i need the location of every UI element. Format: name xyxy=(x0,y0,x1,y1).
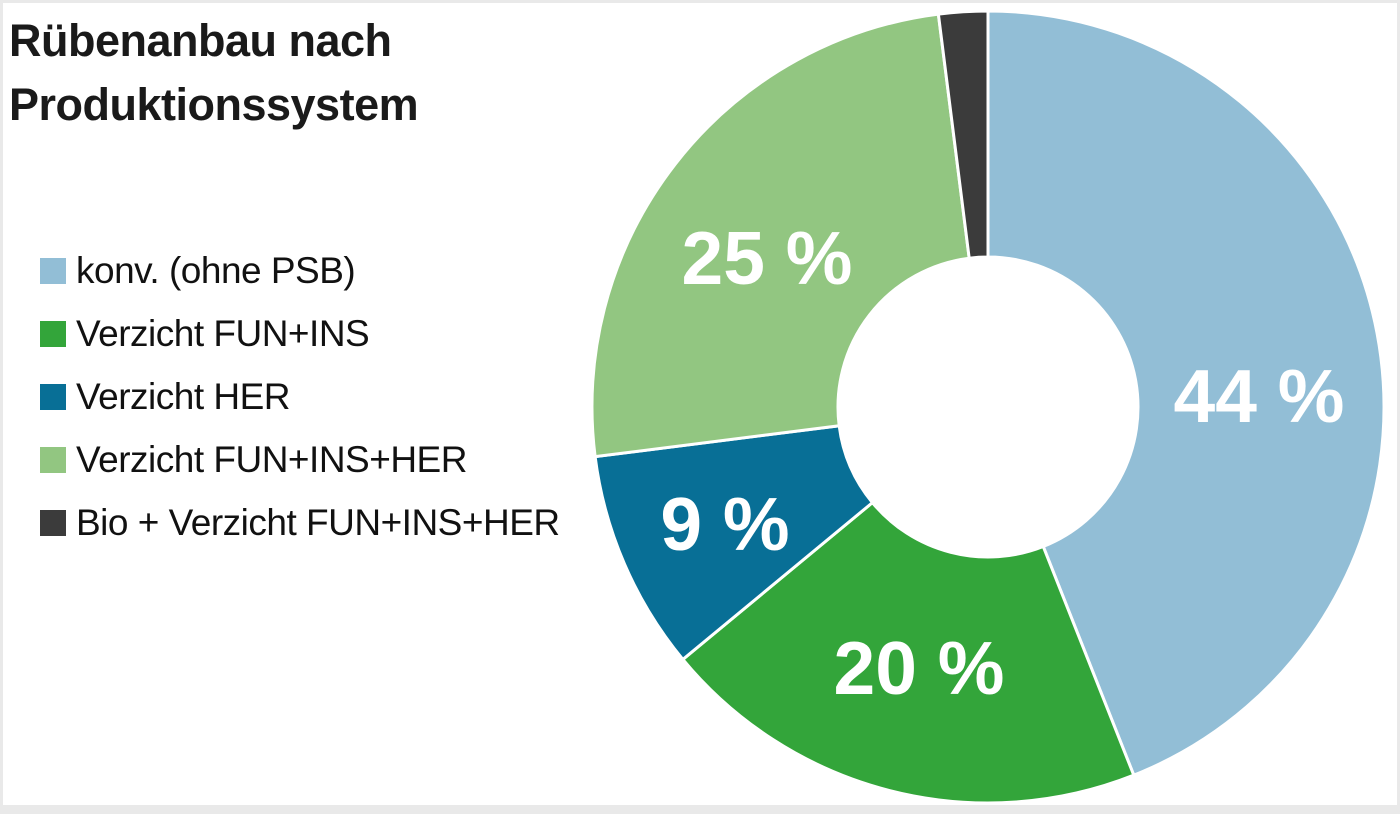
pie-slice-4 xyxy=(590,12,971,459)
legend-item-fun-ins: Verzicht FUN+INS xyxy=(40,313,560,354)
legend-item-label: Verzicht FUN+INS+HER xyxy=(76,439,467,480)
legend-item-her: Verzicht HER xyxy=(40,376,560,417)
legend-swatch-icon xyxy=(40,510,66,536)
pie-slice-1 xyxy=(986,9,1386,778)
slice-value-label-1: 44 % xyxy=(1174,354,1345,438)
legend-item-label: Verzicht HER xyxy=(76,376,291,417)
legend-swatch-icon xyxy=(40,447,66,473)
chart-canvas: Rübenanbau nach Produktionssystem konv. … xyxy=(3,3,1397,805)
slice-value-label-4: 25 % xyxy=(682,216,853,300)
legend-swatch-icon xyxy=(40,258,66,284)
legend-item-fun-ins-her: Verzicht FUN+INS+HER xyxy=(40,439,560,480)
legend-item-label: Bio + Verzicht FUN+INS+HER xyxy=(76,502,560,543)
slice-value-label-3: 9 % xyxy=(660,482,789,566)
donut-chart-area: 44 % 20 % 9 % 25 % xyxy=(3,3,1397,805)
pie-slice-2 xyxy=(680,500,1136,805)
legend-item-label: konv. (ohne PSB) xyxy=(76,250,356,291)
chart-title-line1: Rübenanbau nach xyxy=(9,15,392,66)
pie-slice-5 xyxy=(936,9,990,260)
chart-title: Rübenanbau nach Produktionssystem xyxy=(9,9,419,137)
legend-swatch-icon xyxy=(40,321,66,347)
legend: konv. (ohne PSB) Verzicht FUN+INS Verzic… xyxy=(40,250,560,570)
chart-title-line2: Produktionssystem xyxy=(9,79,419,130)
legend-item-label: Verzicht FUN+INS xyxy=(76,313,370,354)
slice-value-label-2: 20 % xyxy=(834,626,1005,710)
legend-item-konv: konv. (ohne PSB) xyxy=(40,250,560,291)
legend-item-bio: Bio + Verzicht FUN+INS+HER xyxy=(40,502,560,543)
pie-slice-3 xyxy=(593,424,875,662)
legend-swatch-icon xyxy=(40,384,66,410)
donut-chart: 44 % 20 % 9 % 25 % xyxy=(590,9,1386,805)
